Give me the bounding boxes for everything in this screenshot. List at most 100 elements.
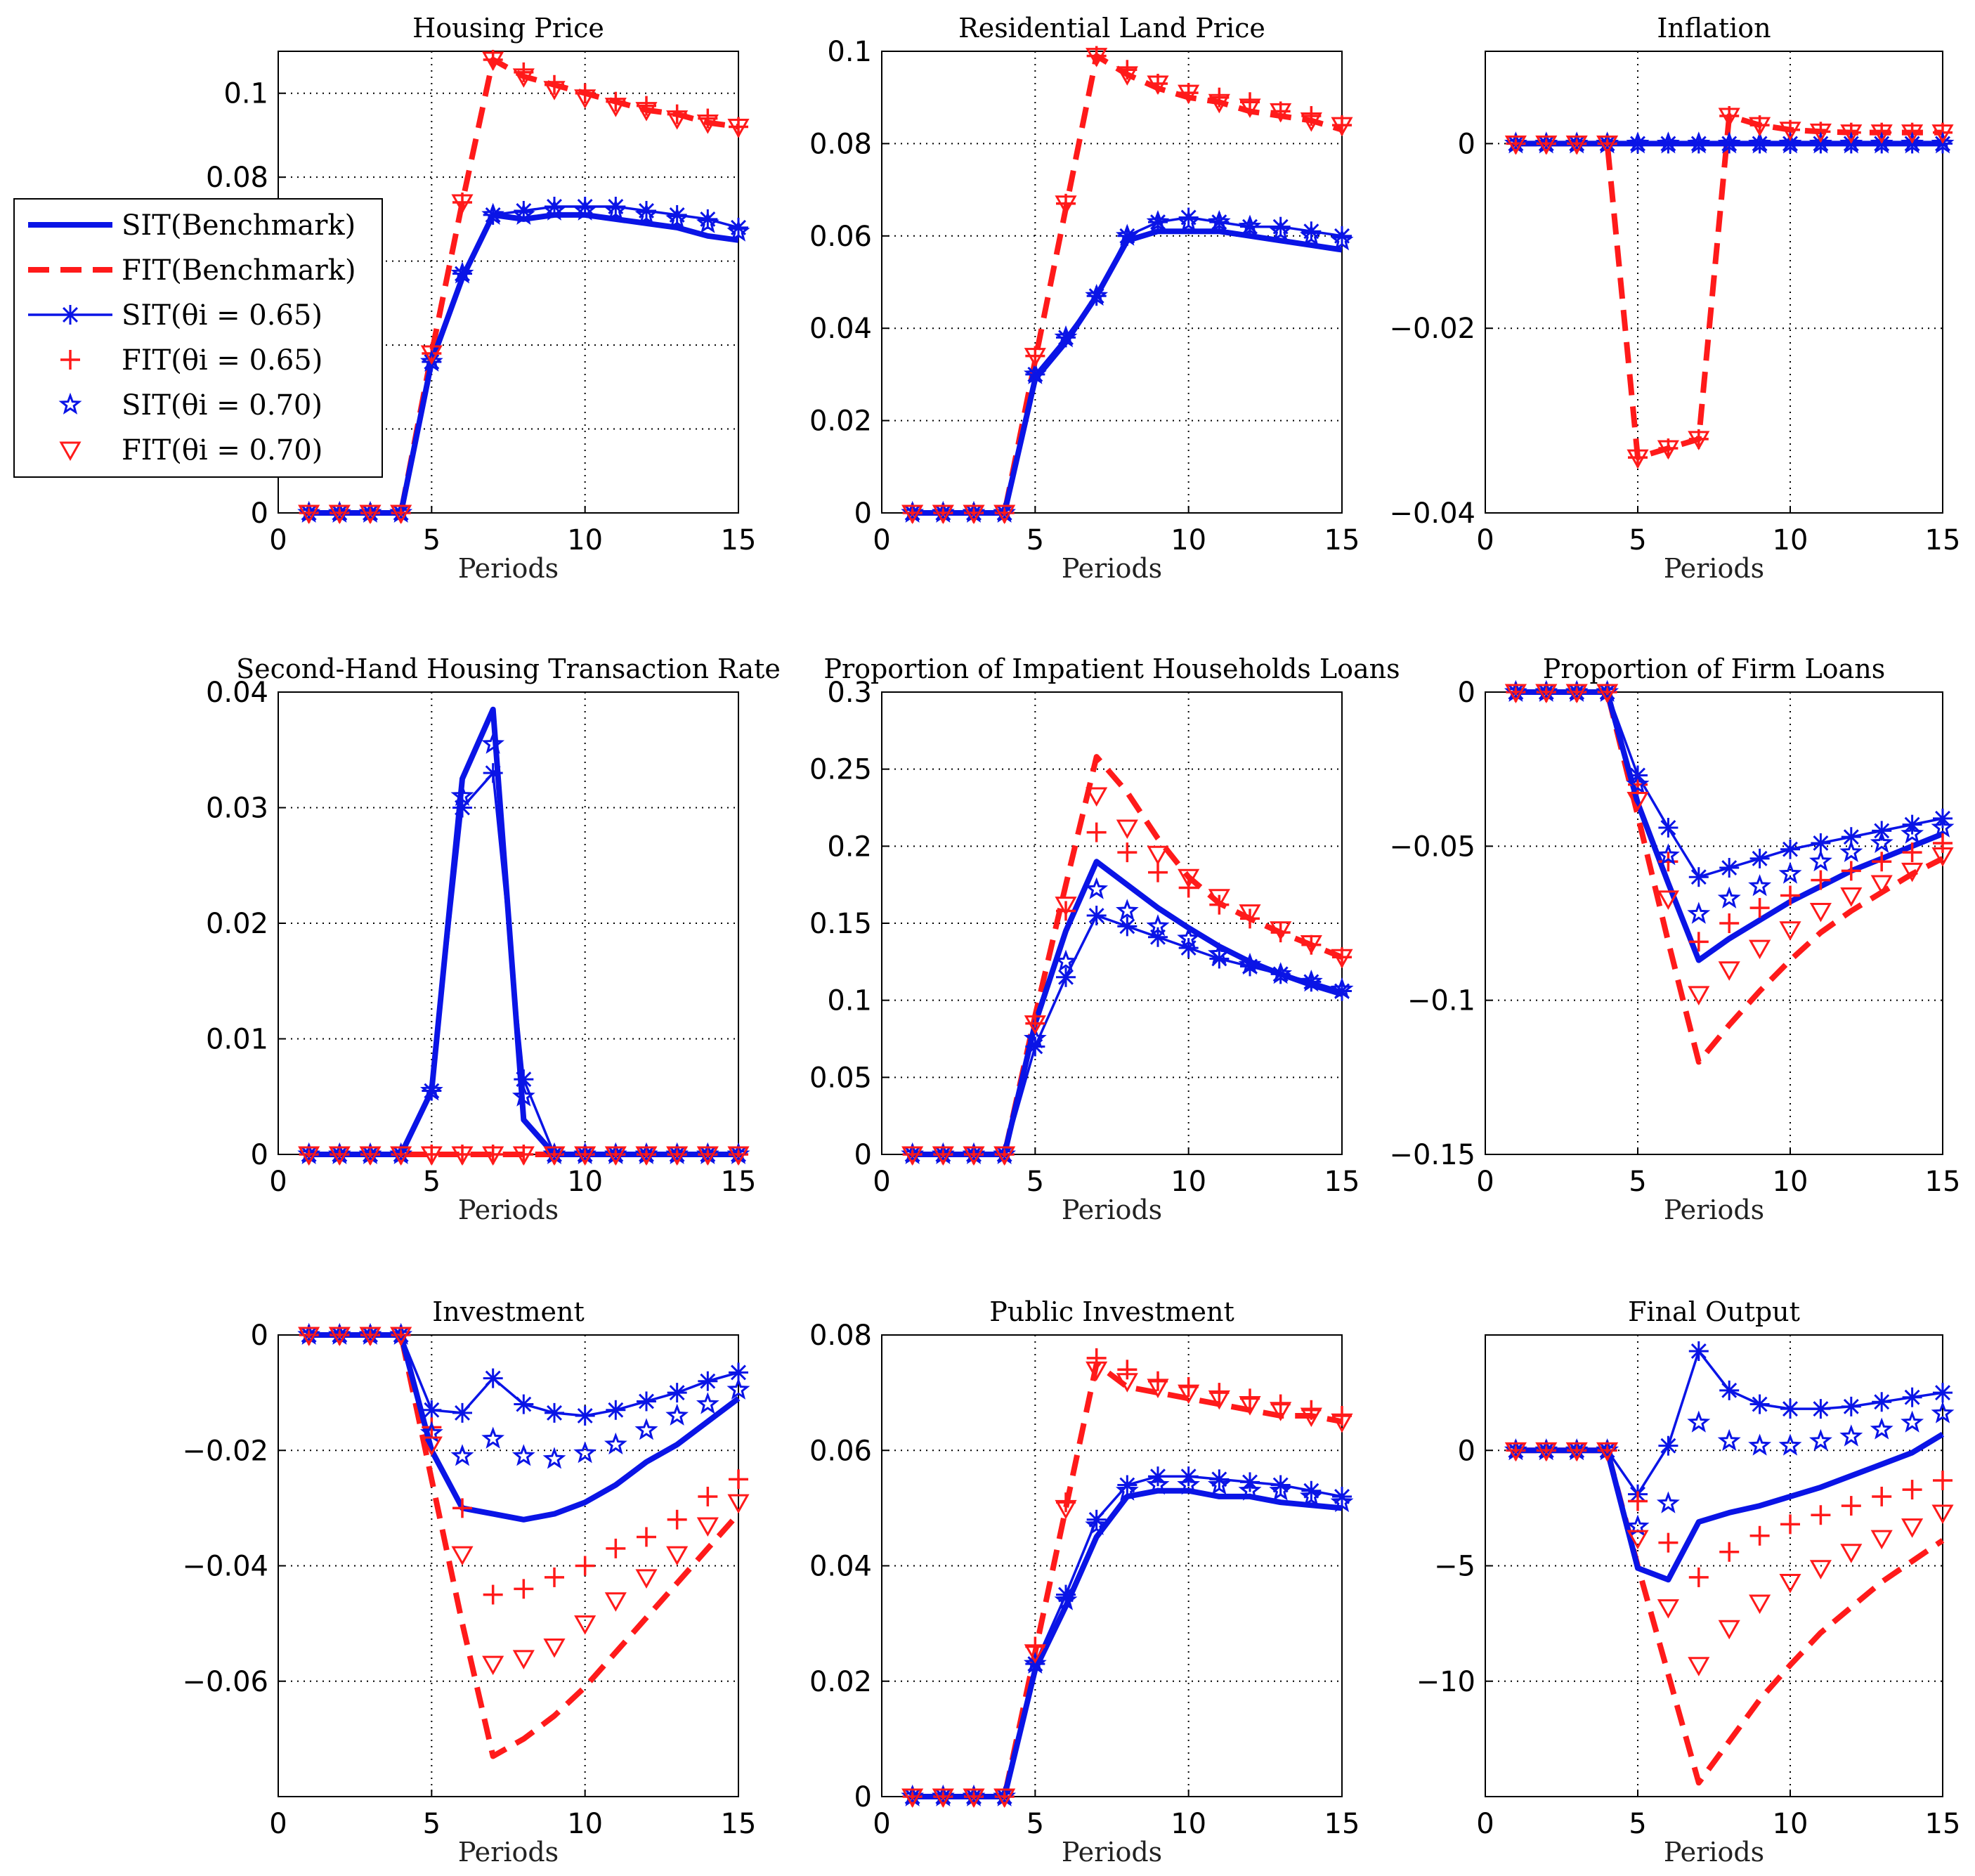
data-point — [1146, 914, 1170, 937]
data-point — [604, 98, 627, 117]
data-point — [1717, 886, 1741, 908]
x-tick-label: 10 — [1171, 1166, 1206, 1198]
data-point — [667, 1383, 687, 1403]
series-line — [912, 228, 1343, 516]
data-point — [1207, 1473, 1231, 1495]
data-point — [1208, 1390, 1230, 1410]
data-point — [1627, 792, 1649, 812]
y-tick-label: 0 — [251, 1320, 268, 1352]
data-point — [729, 1469, 748, 1490]
data-point — [1657, 440, 1679, 460]
y-tick-label: 0.08 — [206, 162, 268, 194]
y-tick-label: −0.02 — [1389, 313, 1475, 345]
data-point — [1779, 1573, 1801, 1594]
data-point — [1748, 131, 1772, 154]
x-tick-label: 5 — [1026, 1166, 1044, 1198]
data-point — [328, 1327, 351, 1347]
data-point — [1117, 60, 1138, 80]
data-point — [1840, 1544, 1863, 1563]
data-point — [422, 1400, 442, 1420]
data-point — [511, 202, 535, 225]
legend-label: FIT(θi = 0.70) — [122, 434, 322, 467]
series-line — [912, 1475, 1343, 1798]
data-point — [1504, 135, 1527, 155]
series-fit-065 — [1506, 105, 1953, 468]
series-line — [308, 1332, 741, 1523]
data-point — [1902, 1387, 1922, 1407]
data-point — [1931, 131, 1955, 154]
data-point — [359, 1146, 382, 1166]
x-tick-label: 15 — [721, 1808, 757, 1840]
data-point — [1902, 1480, 1922, 1500]
data-point — [1687, 131, 1711, 154]
data-point — [666, 110, 689, 130]
data-point — [1748, 874, 1772, 897]
data-point — [1209, 1469, 1230, 1490]
data-point — [1596, 1442, 1619, 1462]
series-sit-bench — [912, 228, 1343, 516]
data-point — [1841, 1496, 1861, 1516]
x-tick-label: 5 — [423, 1166, 441, 1198]
series-sit-bench — [308, 1332, 741, 1523]
data-point — [1178, 1384, 1200, 1405]
data-point — [1901, 131, 1924, 154]
data-point — [1535, 1442, 1558, 1462]
chart-panel-2: 0 5 10 15 0 0.02 0.04 0.06 0.08 0.1 Residential La… — [809, 13, 1360, 584]
x-tick-label: 0 — [269, 1166, 287, 1198]
data-point — [1931, 1401, 1955, 1424]
y-tick-label: 0 — [1458, 128, 1475, 160]
data-point — [726, 219, 750, 242]
data-point — [512, 68, 535, 88]
data-point — [963, 1146, 985, 1166]
data-point — [1811, 870, 1831, 890]
data-point — [726, 1377, 750, 1400]
data-point — [696, 211, 719, 233]
legend-marker — [60, 350, 80, 370]
series-sit-bench — [912, 1487, 1343, 1799]
data-point — [298, 504, 320, 525]
chart-title: Housing Price — [412, 13, 604, 44]
y-tick-label: 0 — [854, 1139, 872, 1171]
legend-box — [13, 198, 383, 478]
data-point — [1024, 348, 1046, 367]
x-tick-label: 15 — [1324, 524, 1360, 556]
data-point — [483, 1584, 503, 1605]
data-point — [1870, 1530, 1893, 1550]
chart-title: Second-Hand Housing Transaction Rate — [236, 653, 781, 684]
data-point — [1239, 1396, 1261, 1416]
data-point — [1300, 1407, 1322, 1428]
data-point — [1656, 131, 1680, 154]
series-line — [912, 53, 1343, 516]
series-line — [912, 216, 1343, 514]
x-tick-label: 15 — [721, 1166, 757, 1198]
data-point — [1209, 87, 1230, 108]
data-point — [1902, 842, 1922, 863]
data-point — [637, 1391, 656, 1412]
data-point — [1688, 986, 1710, 1005]
data-point — [390, 1146, 412, 1166]
data-point — [1688, 932, 1709, 952]
series-fit-065 — [1506, 682, 1953, 952]
series-sit-070 — [901, 1473, 1354, 1806]
data-point — [1901, 124, 1924, 144]
x-tick-label: 10 — [1773, 524, 1808, 556]
data-point — [1115, 223, 1139, 246]
data-point — [481, 202, 505, 225]
data-point — [575, 1405, 595, 1426]
data-point — [1535, 135, 1558, 155]
data-point — [1870, 830, 1893, 853]
series-fit-bench — [912, 1361, 1343, 1799]
data-point — [1870, 131, 1893, 154]
data-point — [1933, 1470, 1953, 1490]
data-point — [696, 1146, 719, 1166]
y-tick-label: 0.01 — [206, 1024, 268, 1056]
data-point — [901, 1788, 924, 1809]
data-point — [1054, 949, 1078, 972]
data-point — [727, 1146, 750, 1166]
chart-title: Public Investment — [989, 1296, 1234, 1327]
y-tick-label: 0 — [854, 497, 872, 530]
data-point — [1054, 325, 1078, 348]
data-point — [1719, 1380, 1740, 1400]
